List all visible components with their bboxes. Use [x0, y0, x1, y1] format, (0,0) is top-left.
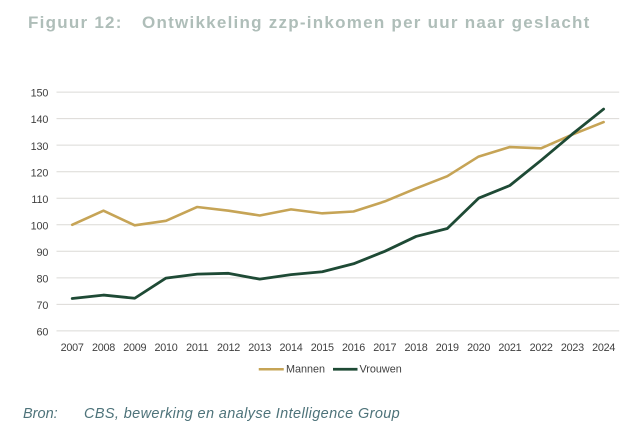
svg-text:Vrouwen: Vrouwen [360, 364, 402, 376]
svg-text:2011: 2011 [186, 342, 208, 354]
svg-text:150: 150 [31, 88, 49, 100]
svg-text:2008: 2008 [92, 342, 115, 354]
svg-text:2015: 2015 [311, 342, 334, 354]
svg-text:2024: 2024 [592, 342, 615, 354]
svg-text:2013: 2013 [248, 342, 271, 354]
svg-text:100: 100 [31, 220, 49, 232]
svg-text:2020: 2020 [467, 342, 490, 354]
svg-text:60: 60 [36, 327, 48, 339]
svg-text:120: 120 [31, 167, 49, 179]
svg-text:2019: 2019 [436, 342, 459, 354]
svg-text:2007: 2007 [61, 342, 84, 354]
svg-text:2017: 2017 [373, 342, 396, 354]
svg-text:2012: 2012 [217, 342, 240, 354]
svg-text:90: 90 [36, 247, 48, 259]
svg-text:2018: 2018 [405, 342, 428, 354]
svg-text:2023: 2023 [561, 342, 584, 354]
svg-text:110: 110 [31, 194, 48, 206]
svg-text:70: 70 [36, 300, 48, 312]
svg-text:Mannen: Mannen [286, 364, 325, 376]
svg-text:80: 80 [36, 273, 48, 285]
svg-text:2022: 2022 [530, 342, 553, 354]
svg-text:140: 140 [31, 114, 49, 126]
svg-text:2021: 2021 [498, 342, 521, 354]
svg-text:2016: 2016 [342, 342, 365, 354]
svg-text:2009: 2009 [123, 342, 146, 354]
svg-text:2014: 2014 [280, 342, 303, 354]
svg-text:130: 130 [31, 141, 49, 153]
svg-text:2010: 2010 [154, 342, 177, 354]
